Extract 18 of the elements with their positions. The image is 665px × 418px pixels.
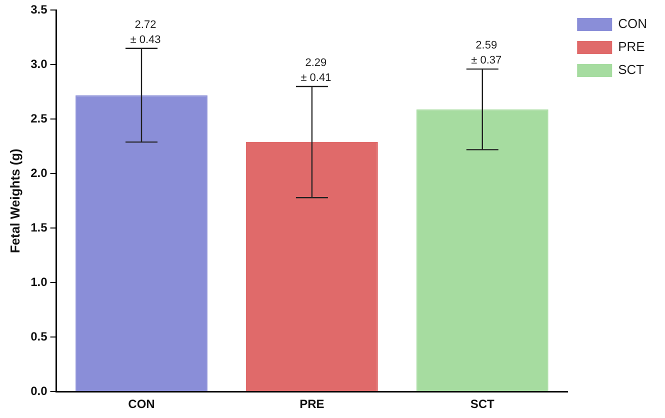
- legend-label: CON: [618, 16, 647, 32]
- y-tick-label: 0.5: [30, 329, 48, 344]
- annotation: 2.72 ± 0.43: [130, 18, 161, 46]
- x-tick-label: PRE: [300, 397, 324, 412]
- y-tick-label: 2.5: [30, 111, 48, 126]
- y-axis-title: Fetal Weights (g): [7, 148, 22, 254]
- legend-label: PRE: [618, 39, 646, 54]
- annotation: 2.59 ± 0.37: [471, 40, 502, 67]
- legend-label: SCT: [618, 62, 644, 78]
- y-tick-label: 1.5: [30, 220, 48, 234]
- y-tick-label: 3.0: [30, 57, 48, 71]
- x-tick-label: SCT: [470, 397, 496, 412]
- y-tick-label: 1.0: [30, 274, 48, 289]
- annotation: 2.29 ± 0.41: [300, 57, 332, 84]
- y-tick-label: 0.0: [30, 384, 48, 398]
- y-tick-label: 2.0: [30, 166, 48, 180]
- x-tick-label: CON: [128, 397, 155, 412]
- y-tick-label: 3.5: [30, 2, 48, 17]
